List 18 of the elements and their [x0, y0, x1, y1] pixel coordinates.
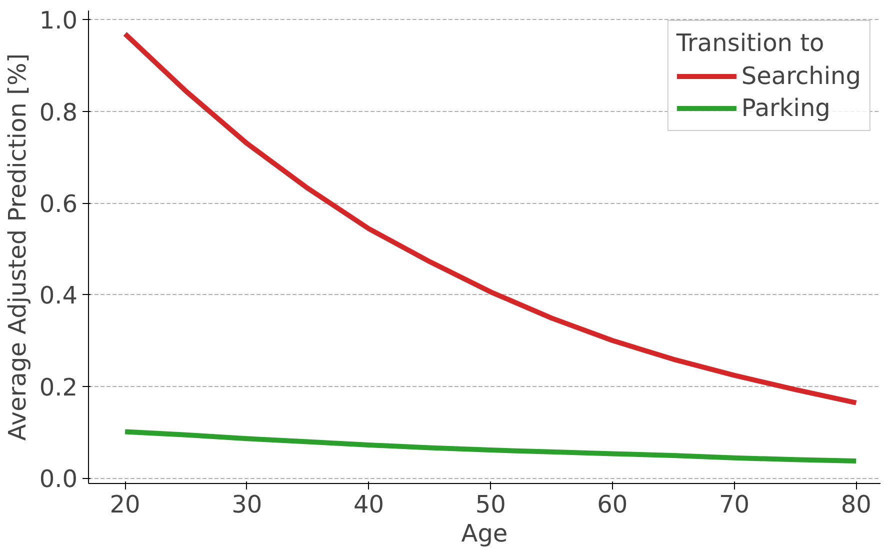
x-axis-title: Age: [461, 520, 508, 548]
legend-label: Parking: [741, 94, 830, 122]
y-tick-label: 0.0: [39, 465, 78, 493]
x-tick-label: 20: [110, 490, 140, 518]
legend-title: Transition to: [676, 29, 826, 57]
legend-label: Searching: [741, 62, 861, 90]
y-tick-label: 0.6: [39, 190, 78, 218]
x-tick-label: 50: [475, 490, 506, 518]
x-tick-label: 30: [232, 490, 262, 518]
x-tick-label: 80: [840, 490, 872, 518]
y-tick-label: 1.0: [39, 6, 78, 35]
y-tick-label: 0.2: [39, 373, 78, 402]
y-tick-label: 0.8: [39, 98, 78, 126]
x-tick-label: 40: [353, 490, 384, 518]
y-tick-label: 0.4: [39, 282, 78, 310]
y-axis-title: Average Adjusted Prediction [%]: [3, 53, 32, 441]
x-tick-label: 60: [597, 490, 628, 518]
x-tick-label: 70: [719, 490, 750, 518]
